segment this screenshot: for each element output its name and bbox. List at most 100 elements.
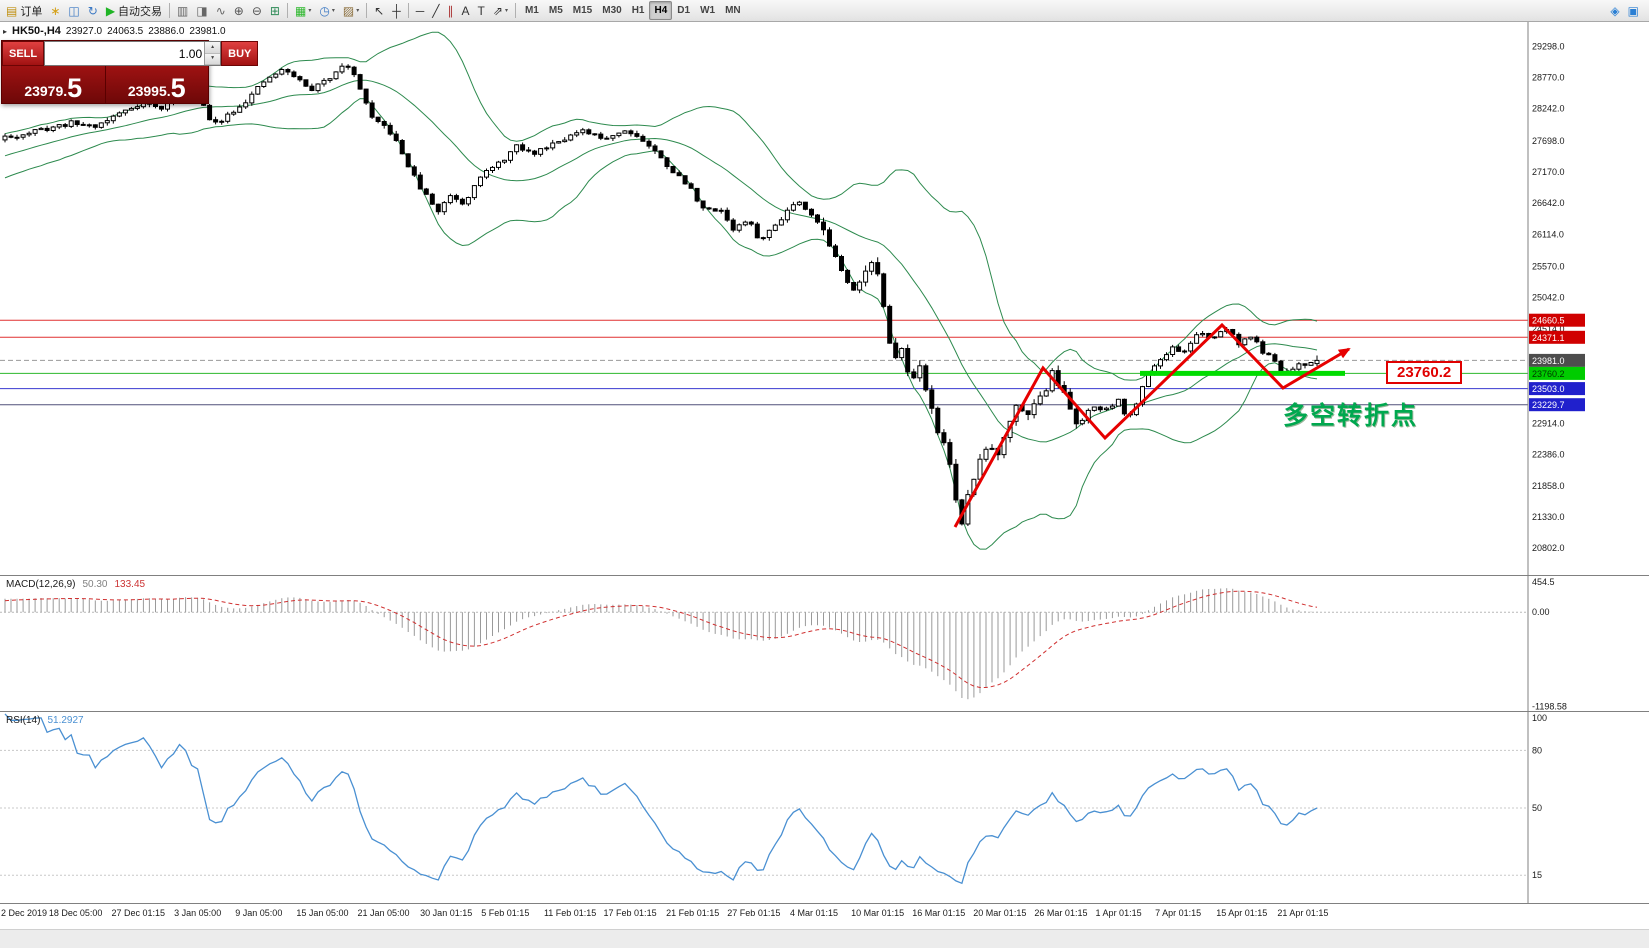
time-label: 9 Jan 05:00 [235,908,283,918]
macd-tick-label: 0.00 [1532,607,1550,617]
toolbar-separator [514,3,516,18]
arrow-tools-icon: ⇗ [492,3,503,18]
arrow-tools-button[interactable]: ⇗ ▾ [489,0,512,21]
macd-chart[interactable]: 454.5 0.00 -1198.58 [0,576,1649,712]
horizontal-line-button[interactable]: ─ [412,0,429,21]
zoom-in-button[interactable]: ⊕ [230,0,248,21]
new-chart-button[interactable]: ▦ ▾ [291,0,315,21]
price-tag-23229.7 [1529,398,1585,412]
time-axis[interactable]: 2 Dec 2019 18 Dec 05:00 27 Dec 01:15 3 Jan … [0,904,1649,930]
time-label: 27 Feb 01:15 [727,908,781,918]
sell-button[interactable]: SELL [2,41,45,66]
quote-prices-row: 23979. 5 23995. 5 [2,66,208,103]
timeframe-m1-button[interactable]: M1 [524,5,539,16]
volume-down-button[interactable]: ▼ [205,53,221,65]
rsi-chart[interactable]: 100 80 50 15 [0,712,1649,904]
time-label: 2 Dec 2019 [1,908,48,918]
trendline-button[interactable]: ╱ [428,0,443,21]
refresh-button[interactable]: ↻ [84,0,102,21]
buy-price[interactable]: 23995. 5 [106,66,209,103]
equidistant-channel-button[interactable]: ∥ [444,0,458,21]
trend-zigzag-arrow[interactable] [953,322,1351,528]
mql5-community-button[interactable]: ◈ [1606,0,1623,21]
zoom-out-button[interactable]: ⊖ [248,0,266,21]
chart-line-icon: ∿ [215,3,226,18]
toolbar-separator [286,3,288,18]
templates-button[interactable]: ▨ ▾ [339,0,363,21]
ohlc-high: 24063.5 [107,25,144,37]
price-tick-label: 28242.0 [1532,104,1565,114]
sell-price[interactable]: 23979. 5 [2,66,106,103]
periods-button[interactable]: ◷ ▾ [315,0,339,21]
refresh-icon: ↻ [87,3,98,18]
timeframe-w1-button[interactable]: W1 [700,5,716,16]
price-tick-label: 20802.0 [1532,543,1565,553]
chart-line-button[interactable]: ∿ [212,0,230,21]
indicator-list-icon: ∗ [50,3,61,18]
support-price-callout[interactable]: 23760.2 [1386,361,1463,384]
search-icon: ▣ [1627,3,1639,18]
time-label: 11 Feb 01:15 [543,908,597,918]
price-tick-label: 26114.0 [1532,229,1564,239]
timeframe-d1-button[interactable]: D1 [677,5,691,16]
time-label: 16 Mar 01:15 [912,908,966,918]
volume-stepper: ▲ ▼ [204,42,221,65]
price-tick-label: 26642.0 [1532,198,1565,208]
timeframe-m15-button[interactable]: M15 [572,5,593,16]
text-label-icon: A [461,3,470,18]
price-tick-label: 27170.0 [1532,167,1565,177]
timeframe-h4-button[interactable]: H4 [649,1,673,20]
indicator-list-button[interactable]: ∗ [46,0,64,21]
text-label-button[interactable]: A [458,0,474,21]
market-watch-button[interactable]: ◫ [64,0,83,21]
chart-bars-button[interactable]: ▥ [173,0,192,21]
new-order-button[interactable]: ▤ 订单 [2,0,46,21]
volume-input[interactable] [45,42,205,65]
volume-up-button[interactable]: ▲ [205,42,221,54]
text-tool-button[interactable]: T [474,0,489,21]
bollinger-middle-band [4,79,1318,443]
templates-icon: ▨ [342,3,355,18]
chart-ohlc-title: ▸ HK50-,H4 23927.0 24063.5 23886.0 23981… [3,25,226,37]
cursor-button[interactable]: ↖ [370,0,388,21]
chart-marker-icon[interactable]: ▸ [3,26,8,36]
macd-main-value: 50.30 [82,579,108,590]
chevron-down-icon: ▾ [504,8,508,14]
timeframe-m30-button[interactable]: M30 [602,5,622,16]
equidistant-channel-icon: ∥ [447,3,454,18]
rsi-name: RSI(14) [6,715,41,726]
zoom-out-icon: ⊖ [251,3,262,18]
toolbar-separator [407,3,409,18]
macd-pane: 454.5 0.00 -1198.58 MACD(12,26,9) 50.30 133.… [0,576,1649,712]
bollinger-upper-band [4,31,1318,381]
sell-price-main: 23979. [24,83,68,99]
chart-candlesticks-icon: ◨ [196,3,208,18]
rsi-tick-label: 100 [1532,713,1547,723]
price-tag-23760.2 [1529,366,1585,380]
time-label: 15 Jan 05:00 [296,908,349,918]
chart-candlesticks-button[interactable]: ◨ [192,0,211,21]
ohlc-low: 23886.0 [148,25,185,37]
timeframe-m5-button[interactable]: M5 [548,5,563,16]
timeframe-h1-button[interactable]: H1 [631,5,645,16]
timeframe-mn-button[interactable]: MN [725,5,741,16]
candles [2,63,1320,526]
time-label: 10 Mar 01:15 [851,908,905,918]
search-button[interactable]: ▣ [1624,0,1643,21]
price-tick-label: 22914.0 [1532,418,1565,428]
buy-button[interactable]: BUY [221,41,259,66]
price-tag-text: 23229.7 [1532,400,1565,410]
price-tick-label: 27698.0 [1532,136,1565,146]
main-chart-pane: 29298.0 28770.0 28242.0 27698.0 27170.0 26642… [0,22,1649,576]
price-chart[interactable]: 29298.0 28770.0 28242.0 27698.0 27170.0 26642… [0,22,1649,576]
volume-control: ▲ ▼ [44,41,222,66]
auto-trading-button[interactable]: ▶ 自动交易 [102,0,166,21]
price-tag-text: 24371.1 [1532,333,1565,343]
crosshair-button[interactable]: ┼ [388,0,405,21]
indicators-button[interactable]: ⊞ [266,0,284,21]
price-tag-text: 23981.0 [1532,356,1565,366]
symbol-period-label: HK50-,H4 [12,25,61,37]
price-tag-24371.1 [1529,330,1585,344]
price-tag-23503.0 [1529,382,1585,396]
